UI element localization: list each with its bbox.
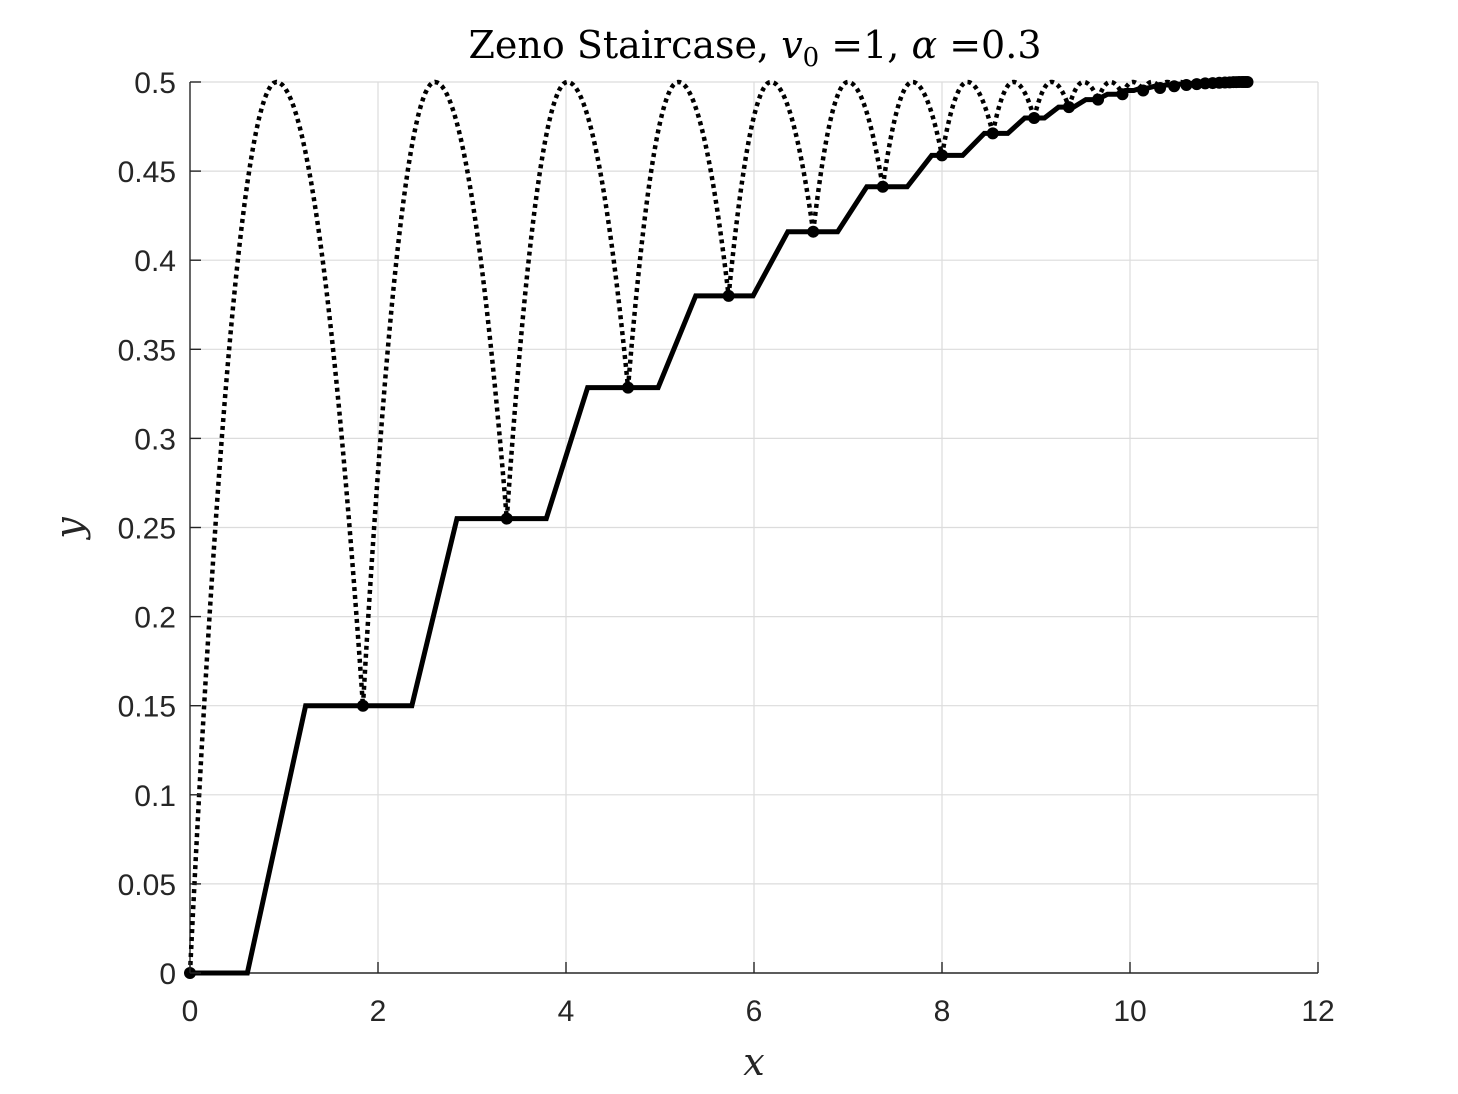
landing-point-marker <box>936 149 948 161</box>
title-sub: 0 <box>803 43 820 73</box>
x-tick-label: 6 <box>746 995 763 1028</box>
chart-title: Zeno Staircase, v0 =1, α =0.3 <box>469 23 1042 73</box>
x-axis-label: x <box>743 1040 764 1084</box>
x-tick-label: 2 <box>370 995 387 1028</box>
landing-point-marker <box>1137 85 1149 97</box>
y-axis-label: y <box>47 517 91 541</box>
landing-point-marker <box>1168 80 1180 92</box>
y-tick-label: 0.35 <box>118 334 176 367</box>
y-tick-label: 0.5 <box>134 67 176 100</box>
y-tick-label: 0.15 <box>118 691 176 724</box>
landing-point-marker <box>1063 101 1075 113</box>
landing-point-marker <box>1242 76 1254 88</box>
y-tick-label: 0.05 <box>118 869 176 902</box>
title-text: Zeno Staircase, <box>469 23 782 67</box>
title-eq2: =0.3 <box>937 23 1041 67</box>
landing-point-marker <box>877 181 889 193</box>
y-tick-label: 0.4 <box>134 245 176 278</box>
x-tick-label: 12 <box>1301 995 1334 1028</box>
landing-point-marker <box>501 513 513 525</box>
landing-point-marker <box>1180 79 1192 91</box>
landing-point-marker <box>723 290 735 302</box>
landing-point-marker <box>1028 112 1040 124</box>
y-tick-label: 0.3 <box>134 423 176 456</box>
title-eq1: =1, <box>819 23 911 67</box>
landing-point-marker <box>357 700 369 712</box>
landing-point-marker <box>1116 88 1128 100</box>
landing-point-marker <box>987 127 999 139</box>
y-tick-label: 0.45 <box>118 156 176 189</box>
title-alpha: α <box>911 23 937 67</box>
y-tick-label: 0.25 <box>118 513 176 546</box>
landing-point-marker <box>622 382 634 394</box>
x-tick-label: 4 <box>558 995 575 1028</box>
landing-point-marker <box>1092 94 1104 106</box>
title-v: v <box>781 23 803 67</box>
y-tick-label: 0.1 <box>134 780 176 813</box>
x-tick-label: 0 <box>182 995 199 1028</box>
y-tick-label: 0 <box>159 958 176 991</box>
landing-point-marker <box>807 226 819 238</box>
landing-point-marker <box>1154 82 1166 94</box>
x-tick-label: 8 <box>934 995 951 1028</box>
x-tick-label: 10 <box>1113 995 1146 1028</box>
y-tick-label: 0.2 <box>134 602 176 635</box>
